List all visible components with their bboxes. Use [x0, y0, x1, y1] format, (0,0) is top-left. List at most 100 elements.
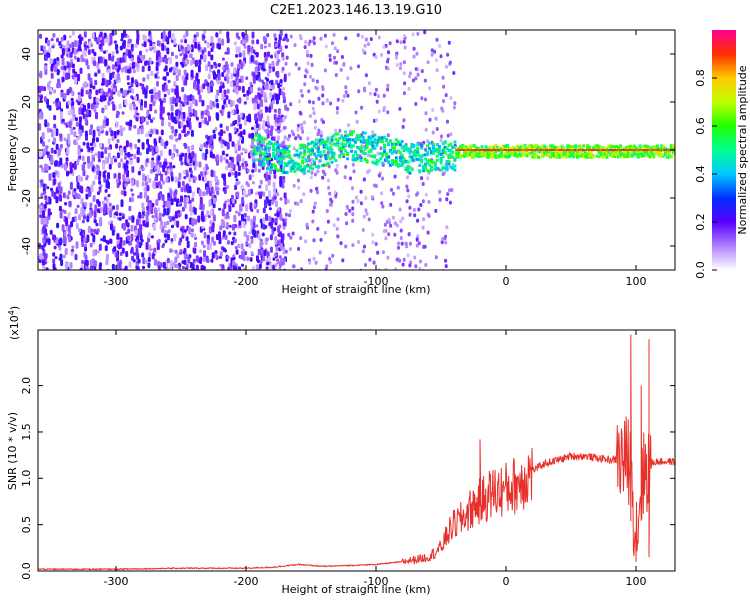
heatmap-cell [277, 260, 280, 265]
heatmap-cell [297, 155, 301, 159]
heatmap-cell [173, 37, 177, 45]
heatmap-cell [218, 207, 222, 211]
heatmap-cell [221, 139, 225, 144]
heatmap-cell [225, 221, 229, 229]
heatmap-cell [178, 266, 182, 270]
heatmap-cell [252, 159, 256, 163]
heatmap-cell [228, 231, 232, 235]
heatmap-cell [80, 104, 83, 108]
heatmap-cell [396, 140, 400, 144]
heatmap-cell [75, 117, 78, 122]
heatmap-cell [673, 147, 675, 151]
heatmap-cell [131, 193, 135, 197]
heatmap-cell [61, 48, 65, 56]
heatmap-cell [203, 40, 207, 44]
heatmap-cell [266, 161, 270, 165]
heatmap-cell [115, 121, 119, 128]
heatmap-cell [560, 152, 564, 156]
heatmap-cell [55, 128, 59, 136]
heatmap-cell [601, 155, 605, 159]
heatmap-cell [153, 87, 157, 93]
heatmap-cell [149, 133, 152, 138]
heatmap-cell [289, 34, 293, 39]
heatmap-cell [75, 142, 79, 146]
heatmap-cell [178, 133, 182, 140]
heatmap-cell [277, 50, 281, 55]
heatmap-cell [166, 207, 170, 216]
heatmap-cell [424, 166, 428, 170]
heatmap-cell [619, 146, 623, 150]
heatmap-cell [97, 175, 101, 181]
heatmap-cell [367, 139, 371, 142]
heatmap-cell [335, 110, 339, 115]
heatmap-cell [576, 155, 580, 159]
heatmap-cell [326, 161, 330, 165]
heatmap-cell [308, 99, 312, 104]
heatmap-cell [507, 149, 511, 151]
heatmap-cell [422, 168, 426, 172]
heatmap-cell [146, 109, 150, 116]
heatmap-cell [42, 210, 45, 219]
heatmap-cell [371, 144, 375, 148]
heatmap-cell [316, 147, 320, 151]
heatmap-cell [381, 140, 385, 144]
heatmap-cell [572, 149, 576, 151]
heatmap-cell [476, 147, 480, 151]
heatmap-cell [413, 213, 417, 218]
heatmap-cell [76, 160, 79, 166]
heatmap-cell [334, 137, 338, 141]
heatmap-cell [260, 161, 264, 165]
heatmap-cell [147, 65, 151, 72]
heatmap-cell [365, 146, 369, 149]
heatmap-cell [360, 105, 364, 110]
heatmap-cell [229, 156, 233, 161]
heatmap-cell [312, 238, 316, 243]
heatmap-cell [562, 150, 566, 153]
heatmap-cell [390, 162, 394, 166]
heatmap-cell [589, 149, 593, 151]
heatmap-cell [443, 166, 447, 170]
heatmap-cell [101, 108, 105, 114]
heatmap-cell [406, 164, 410, 168]
heatmap-cell [449, 142, 453, 146]
heatmap-cell [282, 175, 286, 181]
heatmap-cell [240, 62, 244, 70]
heatmap-cell [157, 166, 161, 174]
heatmap-cell [47, 39, 51, 47]
heatmap-cell [617, 151, 621, 155]
heatmap-cell [105, 130, 109, 136]
heatmap-cell [81, 155, 85, 162]
heatmap-cell [338, 128, 342, 133]
heatmap-cell [66, 147, 70, 155]
heatmap-cell [492, 149, 496, 151]
heatmap-cell [361, 141, 365, 144]
heatmap-cell [153, 47, 157, 54]
heatmap-cell [280, 243, 284, 250]
heatmap-cell [258, 155, 262, 159]
heatmap-cell [638, 144, 642, 148]
heatmap-cell [179, 248, 183, 253]
heatmap-cell [85, 188, 89, 193]
heatmap-cell [90, 146, 94, 151]
heatmap-cell [183, 169, 186, 175]
heatmap-cell [444, 240, 448, 245]
heatmap-cell [525, 151, 529, 155]
heatmap-cell [624, 154, 628, 158]
heatmap-cell [272, 154, 275, 158]
heatmap-cell [291, 159, 295, 163]
heatmap-cell [40, 218, 44, 225]
heatmap-cell [523, 144, 527, 148]
heatmap-cell [85, 175, 89, 179]
heatmap-cell [38, 150, 42, 158]
heatmap-cell [586, 155, 589, 159]
heatmap-x-label: Height of straight line (km) [281, 283, 430, 296]
heatmap-cell [365, 139, 369, 142]
heatmap-cell [52, 258, 56, 264]
heatmap-cell [93, 56, 96, 61]
heatmap-cell [273, 142, 277, 146]
heatmap-cell [435, 150, 439, 153]
heatmap-cell [408, 165, 412, 169]
heatmap-cell [359, 140, 363, 144]
heatmap-cell [277, 110, 281, 114]
heatmap-cell [59, 111, 63, 120]
